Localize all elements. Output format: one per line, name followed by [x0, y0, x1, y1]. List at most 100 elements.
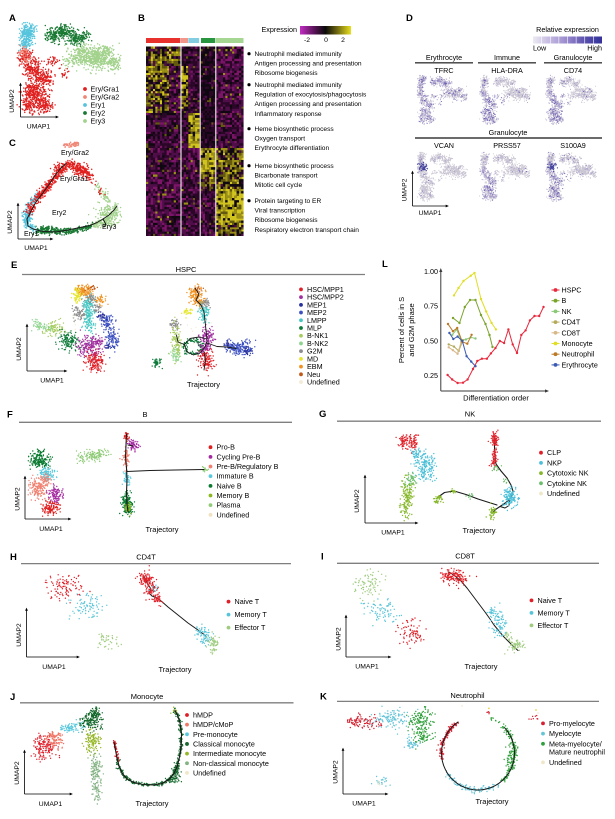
- svg-text:2: 2: [341, 37, 345, 44]
- svg-text:UMAP1: UMAP1: [419, 210, 442, 217]
- svg-text:and G2M phase: and G2M phase: [407, 303, 416, 356]
- svg-text:B-NK2: B-NK2: [307, 339, 328, 348]
- svg-text:Pro-myelocyte: Pro-myelocyte: [549, 719, 595, 728]
- svg-text:UMAP2: UMAP2: [14, 761, 21, 785]
- svg-text:CD4T: CD4T: [562, 318, 581, 327]
- svg-text:UMAP1: UMAP1: [352, 801, 376, 808]
- svg-text:Ery/Gra1: Ery/Gra1: [60, 176, 88, 183]
- svg-text:B: B: [138, 13, 145, 24]
- svg-text:Neutrophil mediated immunity: Neutrophil mediated immunity: [255, 82, 343, 89]
- svg-text:UMAP2: UMAP2: [16, 623, 23, 647]
- svg-text:Monocyte: Monocyte: [562, 339, 593, 348]
- svg-text:Pro-B: Pro-B: [217, 443, 236, 452]
- svg-text:MEP1: MEP1: [307, 300, 327, 309]
- svg-text:Ribosome biogenesis: Ribosome biogenesis: [255, 70, 319, 77]
- svg-text:Antigen processing and present: Antigen processing and presentation: [255, 101, 362, 108]
- svg-text:K: K: [320, 692, 327, 703]
- svg-text:Ery1: Ery1: [91, 101, 106, 110]
- svg-text:Cytotoxic NK: Cytotoxic NK: [547, 469, 589, 478]
- svg-text:UMAP2: UMAP2: [7, 210, 14, 234]
- svg-text:0.25: 0.25: [424, 371, 438, 380]
- svg-text:Effector T: Effector T: [538, 621, 570, 630]
- svg-text:Undefined: Undefined: [217, 510, 250, 519]
- svg-text:Ery3: Ery3: [91, 117, 106, 126]
- svg-text:MD: MD: [307, 354, 318, 363]
- svg-text:UMAP1: UMAP1: [27, 124, 51, 131]
- svg-text:Memory B: Memory B: [217, 491, 250, 500]
- svg-text:B-NK1: B-NK1: [307, 331, 328, 340]
- svg-text:hMDP/cMoP: hMDP/cMoP: [193, 720, 234, 729]
- svg-text:CD8T: CD8T: [562, 328, 581, 337]
- svg-text:F: F: [7, 410, 13, 421]
- svg-text:Ery2: Ery2: [52, 210, 67, 217]
- svg-text:I: I: [321, 552, 324, 563]
- svg-text:Naive B: Naive B: [217, 481, 242, 490]
- svg-text:UMAP2: UMAP2: [16, 337, 23, 361]
- svg-text:Memory T: Memory T: [538, 608, 571, 617]
- svg-text:CD8T: CD8T: [455, 552, 475, 561]
- svg-text:VCAN: VCAN: [434, 141, 454, 150]
- svg-text:Trajectory: Trajectory: [462, 526, 495, 535]
- svg-text:Expression: Expression: [261, 25, 297, 34]
- svg-text:Erythrocyte differentiation: Erythrocyte differentiation: [255, 145, 330, 152]
- svg-text:Memory T: Memory T: [235, 610, 268, 619]
- svg-text:Trajectory: Trajectory: [158, 665, 191, 674]
- svg-text:Relative expression: Relative expression: [536, 25, 599, 34]
- svg-text:UMAP2: UMAP2: [402, 178, 409, 201]
- svg-text:Plasma: Plasma: [217, 501, 241, 510]
- svg-text:LMPP: LMPP: [307, 316, 327, 325]
- svg-text:Neutrophil mediated immunity: Neutrophil mediated immunity: [255, 51, 343, 58]
- svg-text:B: B: [142, 410, 147, 419]
- svg-text:NKP: NKP: [547, 458, 562, 467]
- svg-text:Ribosome biogenesis: Ribosome biogenesis: [255, 217, 319, 224]
- svg-text:CLP: CLP: [547, 448, 561, 457]
- svg-text:Heme biosynthetic process: Heme biosynthetic process: [255, 163, 335, 170]
- svg-text:HLA-DRA: HLA-DRA: [491, 66, 523, 75]
- svg-text:H: H: [10, 552, 17, 563]
- svg-text:Viral transcription: Viral transcription: [255, 208, 306, 215]
- svg-text:Mature neutrophil: Mature neutrophil: [549, 748, 605, 757]
- svg-text:Trajectory: Trajectory: [475, 797, 508, 806]
- svg-text:Regulation of exocytosis/phago: Regulation of exocytosis/phagocytosis: [255, 92, 367, 99]
- svg-text:0: 0: [324, 37, 328, 44]
- svg-text:Naive T: Naive T: [538, 596, 563, 605]
- svg-text:MEP2: MEP2: [307, 308, 327, 317]
- svg-text:B: B: [562, 296, 567, 305]
- svg-text:Inflammatory response: Inflammatory response: [255, 111, 322, 118]
- svg-text:G: G: [319, 409, 326, 420]
- svg-text:HSPC: HSPC: [562, 286, 582, 295]
- svg-text:Pre-monocyte: Pre-monocyte: [193, 730, 238, 739]
- svg-text:Cytokine NK: Cytokine NK: [547, 479, 587, 488]
- svg-text:Erythrocyte: Erythrocyte: [426, 53, 462, 62]
- svg-text:NK: NK: [562, 307, 572, 316]
- svg-text:Undefined: Undefined: [307, 378, 340, 387]
- svg-text:UMAP2: UMAP2: [336, 627, 343, 651]
- svg-text:Cycling Pre-B: Cycling Pre-B: [217, 452, 261, 461]
- svg-text:HSPC: HSPC: [176, 265, 197, 274]
- svg-text:0.75: 0.75: [424, 302, 438, 311]
- svg-text:D: D: [406, 13, 413, 24]
- svg-text:Differentiation order: Differentiation order: [463, 394, 529, 403]
- svg-text:-2: -2: [304, 37, 310, 44]
- svg-text:UMAP1: UMAP1: [355, 664, 379, 671]
- svg-text:Granulocyte: Granulocyte: [554, 53, 593, 62]
- svg-text:Neu: Neu: [307, 370, 320, 379]
- svg-text:1.00: 1.00: [424, 267, 438, 276]
- svg-text:Antigen processing and present: Antigen processing and presentation: [255, 61, 362, 68]
- svg-text:Erythrocyte: Erythrocyte: [562, 360, 598, 369]
- svg-text:Undefined: Undefined: [549, 758, 582, 767]
- svg-text:MLP: MLP: [307, 324, 322, 333]
- svg-text:EBM: EBM: [307, 362, 323, 371]
- svg-text:Ery/Gra2: Ery/Gra2: [91, 93, 120, 102]
- svg-text:Granulocyte: Granulocyte: [489, 128, 528, 137]
- svg-text:Percent of cells in S: Percent of cells in S: [397, 297, 406, 363]
- svg-text:hMDP: hMDP: [193, 711, 213, 720]
- svg-text:Immune: Immune: [494, 53, 520, 62]
- svg-text:High: High: [587, 44, 602, 53]
- svg-text:Neutrophil: Neutrophil: [450, 691, 485, 700]
- svg-text:Undefined: Undefined: [193, 768, 226, 777]
- svg-text:J: J: [10, 692, 15, 703]
- svg-text:Bicarbonate transport: Bicarbonate transport: [255, 173, 318, 180]
- svg-text:UMAP1: UMAP1: [381, 530, 405, 537]
- svg-text:Mitotic cell cycle: Mitotic cell cycle: [255, 182, 303, 189]
